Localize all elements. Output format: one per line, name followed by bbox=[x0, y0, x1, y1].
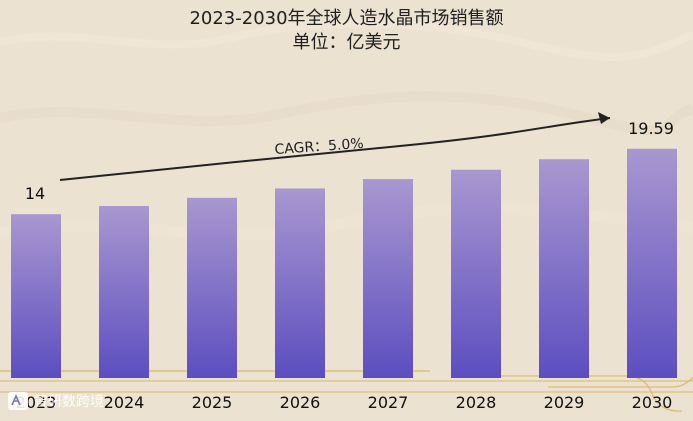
chart-title: 2023-2030年全球人造水晶市场销售额 bbox=[189, 8, 503, 29]
cagr-label: CAGR：5.0% bbox=[274, 136, 364, 158]
x-tick-label: 2026 bbox=[280, 393, 321, 412]
bar-2029 bbox=[539, 159, 589, 378]
x-tick-label: 2028 bbox=[456, 393, 497, 412]
chart-subtitle: 单位：亿美元 bbox=[293, 32, 401, 53]
x-tick-label: 2024 bbox=[104, 393, 145, 412]
bar-2024 bbox=[99, 206, 149, 378]
arrowhead-icon bbox=[598, 112, 610, 124]
x-tick-label: 2030 bbox=[632, 393, 673, 412]
value-label: 14 bbox=[25, 184, 45, 203]
bars-layer bbox=[11, 148, 677, 378]
x-tick-label: 2027 bbox=[368, 393, 409, 412]
bar-2027 bbox=[363, 179, 413, 378]
watermark-text: 智研数跨境 bbox=[34, 394, 104, 410]
bar-2025 bbox=[187, 197, 237, 378]
cagr-arrow-line bbox=[59, 117, 611, 181]
decorative-swirl bbox=[548, 376, 693, 388]
x-tick-label: 2029 bbox=[544, 393, 585, 412]
bar-2028 bbox=[451, 169, 501, 378]
watermark: 智研数跨境 bbox=[8, 392, 104, 410]
watermark-logo-icon bbox=[11, 394, 21, 406]
bar-2023 bbox=[11, 214, 61, 378]
value-label: 19.59 bbox=[628, 119, 674, 138]
x-tick-label: 2025 bbox=[192, 393, 233, 412]
bar-2026 bbox=[275, 188, 325, 378]
bar-2030 bbox=[627, 148, 677, 378]
